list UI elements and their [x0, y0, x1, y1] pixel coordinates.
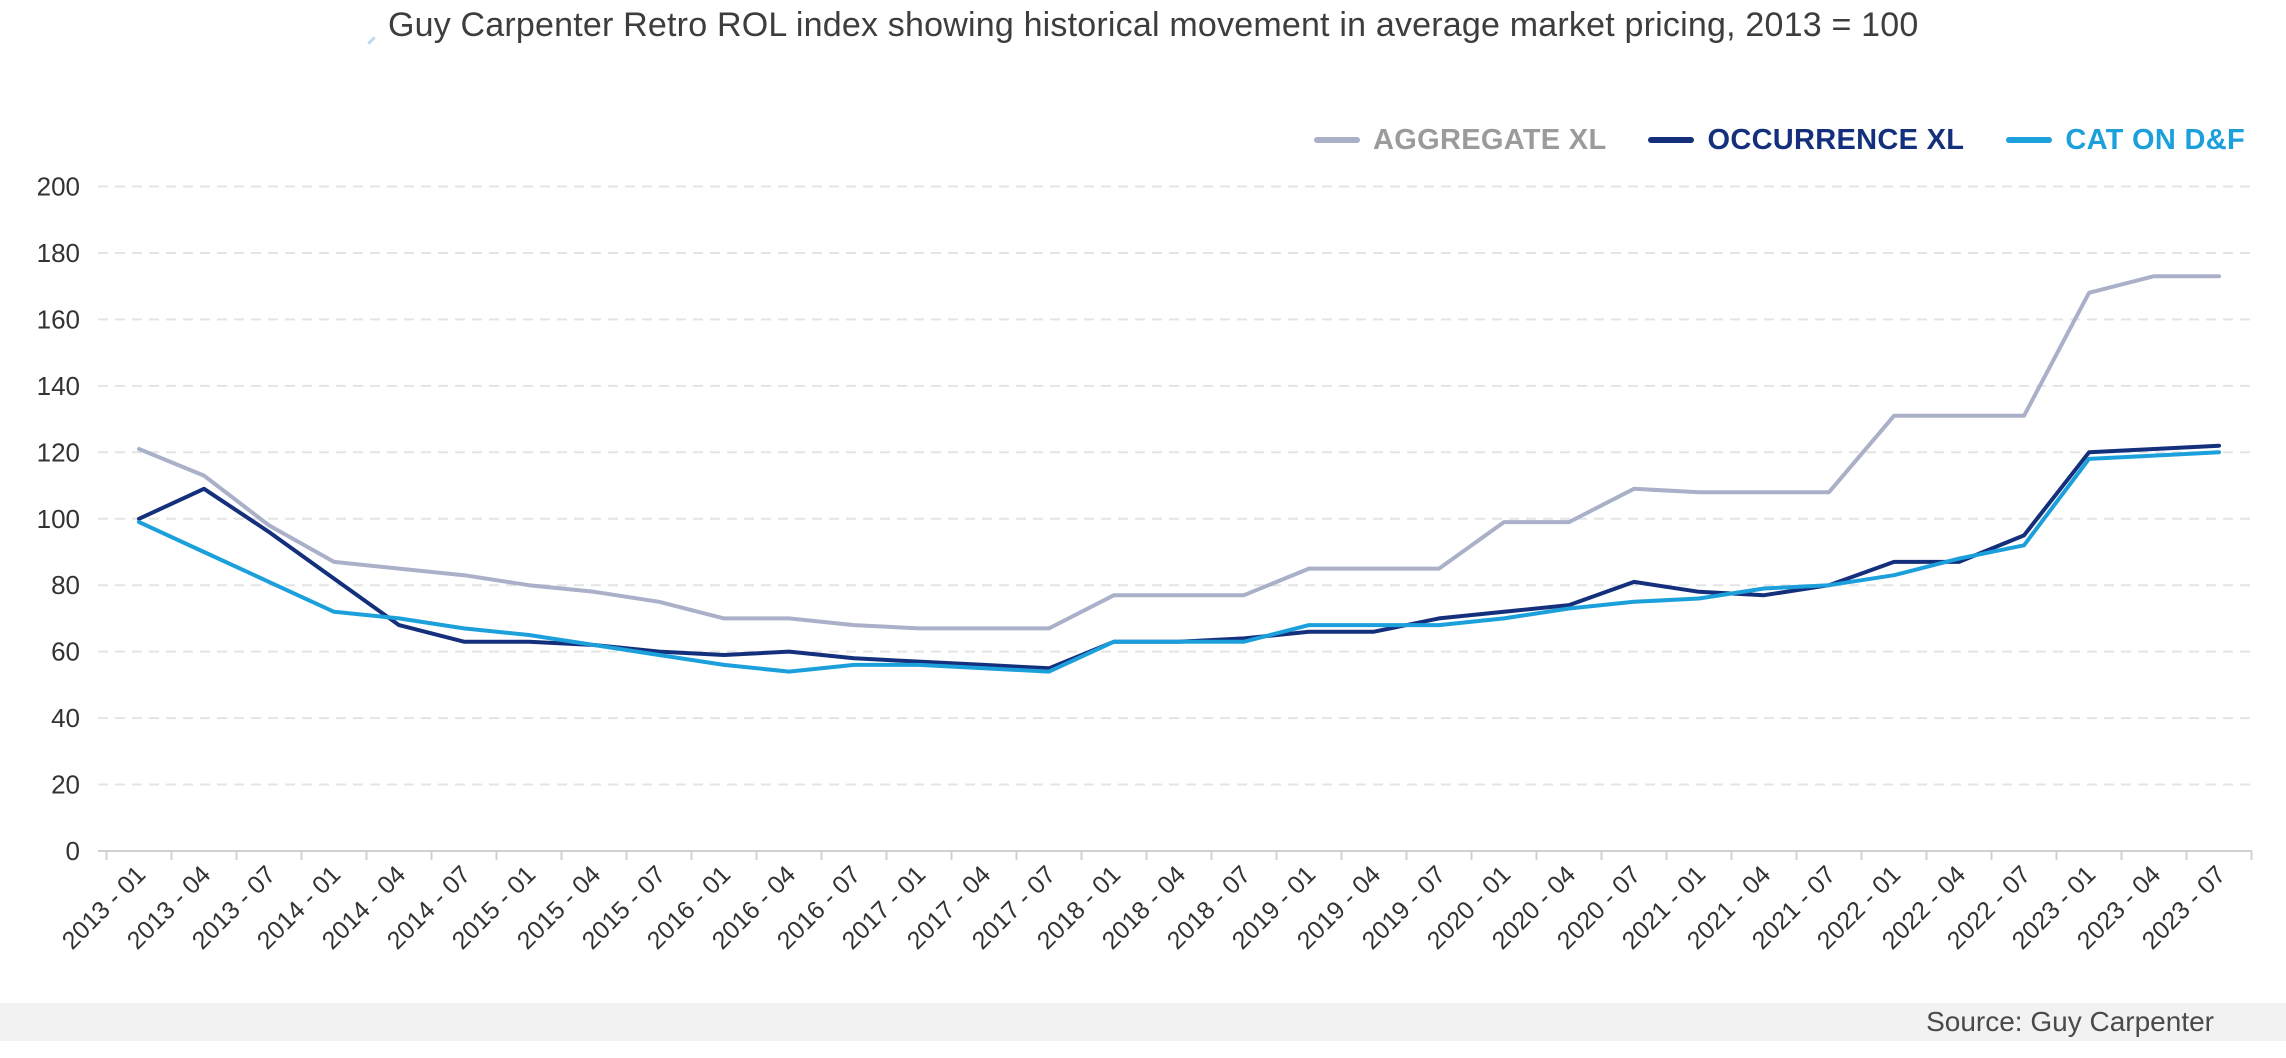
y-axis-tick-label: 40: [51, 703, 80, 733]
source-footer-bar: Source: Guy Carpenter: [0, 1003, 2286, 1041]
legend-label-aggregate: AGGREGATE XL: [1373, 123, 1607, 156]
legend-label-cat: CAT ON D&F: [2065, 123, 2245, 156]
series-line-occurrence-xl: [137, 443, 2221, 671]
y-axis-tick-label: 120: [37, 437, 80, 467]
y-axis-tick-label: 80: [51, 570, 80, 600]
y-axis-tick-label: 100: [37, 504, 80, 534]
legend-line-swatch-occurrence: [1648, 137, 1695, 143]
series-line-cat-on-d-f: [137, 450, 2221, 674]
y-axis-tick-label: 140: [37, 371, 80, 401]
legend-label-occurrence: OCCURRENCE XL: [1707, 123, 1965, 156]
legend-item-cat-on-df[interactable]: CAT ON D&F: [2006, 124, 2245, 157]
y-axis-tick-label: 160: [37, 304, 80, 334]
legend-item-aggregate-xl[interactable]: AGGREGATE XL: [1314, 124, 1606, 157]
legend-item-occurrence-xl[interactable]: OCCURRENCE XL: [1648, 124, 1964, 157]
chart-legend: AGGREGATE XL OCCURRENCE XL CAT ON D&F: [1314, 120, 2245, 160]
title-marker-icon: [367, 36, 377, 45]
y-axis-tick-label: 0: [66, 836, 80, 866]
y-axis-tick-label: 180: [37, 238, 80, 268]
source-note: Source: Guy Carpenter: [1926, 1006, 2214, 1037]
legend-line-swatch-aggregate: [1314, 137, 1360, 143]
chart-title-row: Guy Carpenter Retro ROL index showing hi…: [0, 6, 2286, 58]
chart-title: Guy Carpenter Retro ROL index showing hi…: [387, 6, 1919, 44]
series-line-aggregate-xl: [137, 274, 2221, 631]
legend-line-swatch-cat: [2006, 137, 2053, 143]
y-axis-tick-label: 60: [51, 637, 80, 667]
y-axis-tick-label: 200: [37, 172, 80, 202]
y-axis-tick-label: 20: [51, 770, 80, 800]
